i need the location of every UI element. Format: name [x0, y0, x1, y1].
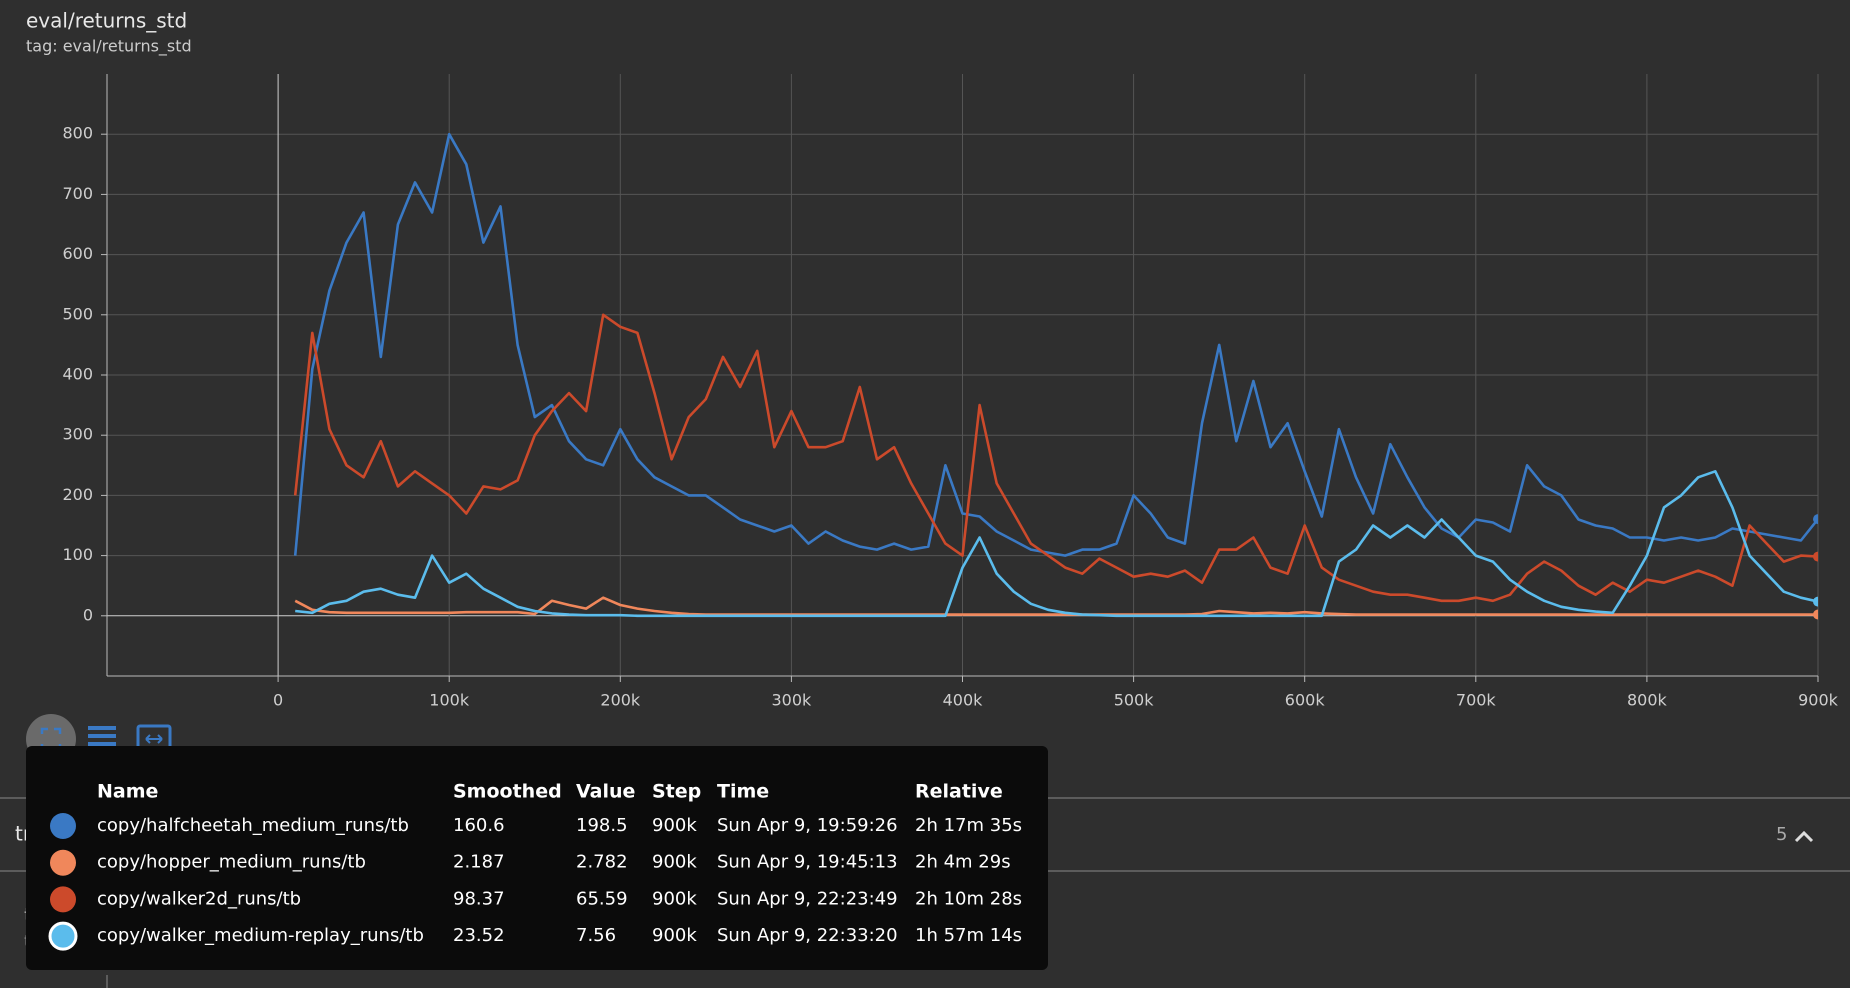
legend-swatch — [50, 886, 76, 913]
tooltip — [26, 746, 1048, 970]
series-line — [295, 470, 1818, 618]
table-cell: Sun Apr 9, 22:23:49 — [717, 888, 898, 909]
series-line — [293, 313, 1818, 603]
table-cell: 65.59 — [576, 888, 628, 909]
series-line — [293, 132, 1818, 557]
table-cell: 900k — [652, 815, 697, 836]
chart-tag: tag: eval/returns_std — [26, 37, 192, 57]
y-tick-label: 0 — [83, 605, 93, 624]
series-line — [294, 596, 1818, 616]
table-cell: 900k — [652, 852, 697, 873]
grid: 0 100 200 300 400 500 600 700 800 0 100k 200k 300k 40… — [62, 74, 1839, 710]
y-tick-label: 100 — [62, 545, 93, 564]
column-header: Name — [97, 781, 158, 803]
legend-swatch — [50, 849, 76, 876]
x-tick-label: 100k — [429, 691, 470, 710]
collapse-icon[interactable] — [1794, 830, 1814, 843]
table-cell: 7.56 — [576, 925, 616, 946]
table-cell: Sun Apr 9, 22:33:20 — [717, 925, 898, 946]
column-header: Relative — [915, 781, 1003, 803]
y-tick-label: 600 — [62, 244, 93, 263]
legend-swatch — [48, 921, 78, 951]
column-header: Value — [576, 781, 635, 803]
series-end-dot — [1813, 551, 1818, 562]
table-cell: 900k — [652, 925, 697, 946]
table-cell: 2.187 — [453, 852, 505, 873]
series-end-dot — [1813, 596, 1818, 607]
table-cell: 23.52 — [453, 925, 505, 946]
series-end-dot — [1813, 609, 1818, 620]
x-tick-label: 400k — [943, 691, 984, 710]
fullscreen-icon — [40, 727, 62, 751]
table-cell: 1h 57m 14s — [915, 925, 1022, 946]
column-header: Smoothed — [453, 781, 562, 803]
legend-name: copy/hopper_medium_runs/tb — [97, 852, 366, 873]
table-cell: 198.5 — [576, 815, 628, 836]
table-cell: 900k — [652, 888, 697, 909]
tooltip-table: Name Smoothed Value Step Time Relative copy/ha… — [48, 781, 1022, 951]
legend-swatch — [50, 813, 76, 839]
x-tick-label: 900k — [1798, 691, 1839, 710]
table-cell: 2h 17m 35s — [915, 815, 1022, 836]
column-header: Time — [717, 781, 769, 803]
y-tick-label: 700 — [62, 184, 93, 203]
table-cell: 98.37 — [453, 888, 505, 909]
legend-name: copy/walker_medium-replay_runs/tb — [97, 925, 424, 946]
section-count: 5 — [1776, 824, 1787, 845]
x-tick-label: 700k — [1456, 691, 1497, 710]
y-tick-label: 400 — [62, 365, 93, 384]
x-tick-label: 600k — [1285, 691, 1326, 710]
table-cell: Sun Apr 9, 19:45:13 — [717, 852, 898, 873]
legend-name: copy/walker2d_runs/tb — [97, 888, 301, 909]
table-cell: 2h 4m 29s — [915, 852, 1011, 873]
y-tick-label: 500 — [62, 304, 93, 323]
table-cell: 2h 10m 28s — [915, 888, 1022, 909]
y-tick-label: 200 — [62, 485, 93, 504]
data-table-button[interactable] — [88, 726, 116, 754]
legend-name: copy/halfcheetah_medium_runs/tb — [97, 815, 409, 836]
fit-domain-icon — [145, 734, 163, 744]
x-tick-label: 800k — [1627, 691, 1668, 710]
plot-lines — [293, 132, 1818, 620]
x-tick-label: 200k — [600, 691, 641, 710]
table-cell: Sun Apr 9, 19:59:26 — [717, 815, 898, 836]
x-tick-label: 300k — [771, 691, 812, 710]
series-end-dot — [1813, 514, 1818, 525]
y-tick-label: 800 — [62, 124, 93, 143]
x-tick-label: 500k — [1114, 691, 1155, 710]
column-header: Step — [652, 781, 701, 803]
table-cell: 2.782 — [576, 852, 628, 873]
table-cell: 160.6 — [453, 815, 505, 836]
y-tick-label: 300 — [62, 425, 93, 444]
chart-title: eval/returns_std — [26, 9, 187, 33]
x-tick-label: 0 — [273, 691, 283, 710]
